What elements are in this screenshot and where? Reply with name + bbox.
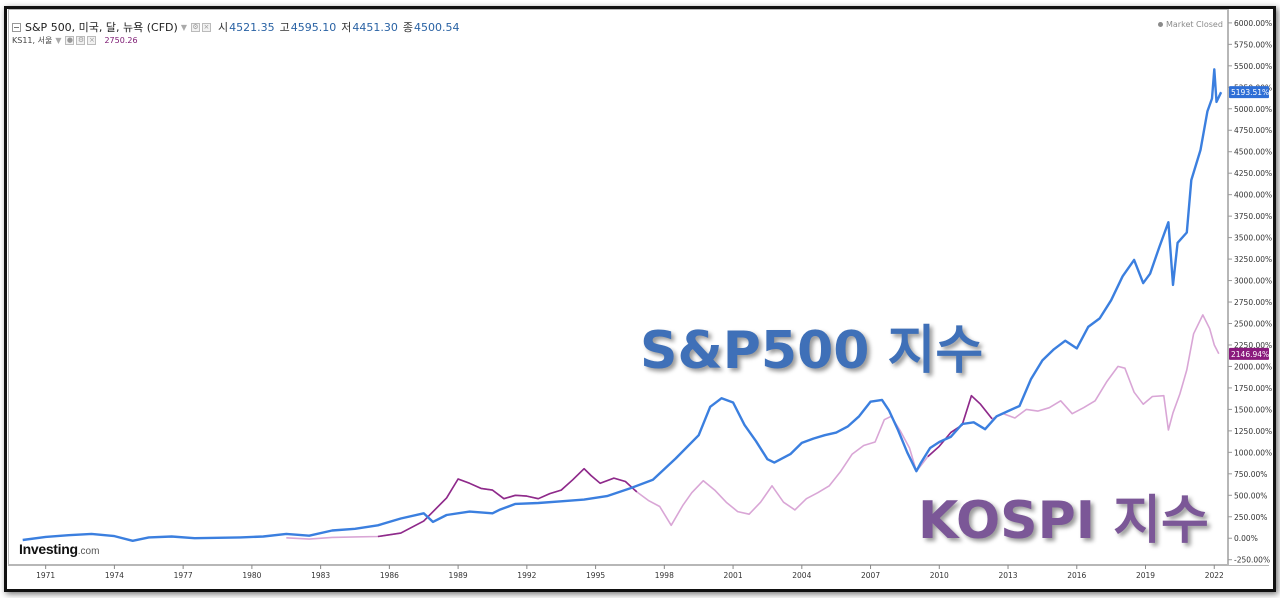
legend-compare: KS11, 서울 ▼ ● ⚙ × 2750.26: [12, 35, 138, 46]
y-tick-label: 3250.00%: [1234, 255, 1272, 264]
x-axis: 1971 1974 1977 1980 1983 1986 1989 1992 1995 1998…: [36, 565, 1224, 580]
sp500-last-value-text: 5193.51%: [1231, 88, 1269, 97]
x-tick-label: 2004: [792, 571, 811, 580]
y-tick-label: 2750.00%: [1234, 298, 1272, 307]
open-value: 4521.35: [229, 20, 275, 34]
high-value: 4595.10: [290, 20, 337, 34]
y-tick-label: 4250.00%: [1234, 169, 1272, 178]
last-value-badges: 5193.51% 2146.94%: [1229, 86, 1269, 360]
y-tick-label: 3750.00%: [1234, 212, 1272, 221]
x-tick-label: 1983: [311, 571, 330, 580]
y-tick-label: 3000.00%: [1234, 277, 1272, 286]
compare-value: 2750.26: [104, 36, 138, 45]
close-label: 종: [402, 21, 413, 34]
y-tick-label: 5000.00%: [1234, 105, 1272, 114]
y-tick-label: 500.00%: [1234, 491, 1267, 500]
x-axis-band: [8, 565, 1269, 582]
settings-icon[interactable]: ⚙: [76, 36, 86, 45]
compare-symbol[interactable]: KS11, 서울: [12, 36, 53, 45]
y-tick-label: 4750.00%: [1234, 126, 1272, 135]
y-tick-label: 1750.00%: [1234, 384, 1272, 393]
x-tick-label: 1980: [242, 571, 261, 580]
y-tick-label: 0.00%: [1234, 534, 1258, 543]
y-tick-label: 2500.00%: [1234, 320, 1272, 329]
y-tick-label: 3500.00%: [1234, 234, 1272, 243]
x-tick-label: 1998: [655, 571, 674, 580]
series-layer: [22, 68, 1223, 542]
low-label: 저: [341, 21, 352, 34]
close-icon[interactable]: ×: [201, 22, 211, 32]
x-tick-label: 2013: [998, 571, 1017, 580]
x-tick-label: 1989: [449, 571, 468, 580]
y-tick-label: 4500.00%: [1234, 148, 1272, 157]
x-tick-label: 2007: [861, 571, 880, 580]
kospi-last-value-badge: [1229, 347, 1269, 360]
x-tick-label: 1992: [517, 571, 536, 580]
x-tick-label: 1977: [174, 571, 193, 580]
market-status-text: Market Closed: [1166, 20, 1223, 29]
y-tick-label: -250.00%: [1234, 556, 1270, 565]
chevron-down-icon[interactable]: ▼: [55, 36, 62, 45]
open-label: 시: [217, 21, 229, 34]
y-tick-label: 1500.00%: [1234, 405, 1272, 414]
status-dot-icon: [1158, 22, 1163, 27]
y-tick-label: 1000.00%: [1234, 448, 1272, 457]
y-tick-label: 250.00%: [1234, 513, 1267, 522]
close-value: 4500.54: [413, 20, 460, 34]
sp500-overlay-label: S&P500 지수: [640, 321, 984, 381]
instrument-name[interactable]: S&P 500, 미국, 달, 뉴욕 (CFD): [25, 21, 178, 34]
kospi-last-value-text: 2146.94%: [1231, 350, 1269, 359]
low-value: 4451.30: [352, 20, 398, 34]
x-tick-label: 1971: [36, 571, 55, 580]
x-tick-label: 2016: [1067, 571, 1086, 580]
y-tick-label: 4000.00%: [1234, 191, 1272, 200]
market-status: Market Closed: [1158, 20, 1223, 29]
y-tick-label: 2250.00%: [1234, 341, 1272, 350]
logo-brand: Investing: [19, 541, 78, 557]
y-axis-separator: [1228, 9, 1229, 565]
x-tick-label: 2019: [1136, 571, 1155, 580]
x-tick-label: 2022: [1205, 571, 1224, 580]
y-axis: 6000.00%5750.00%5500.00%5250.00%5000.00%…: [1228, 19, 1272, 565]
x-tick-label: 2001: [724, 571, 743, 580]
logo-tld: .com: [77, 546, 100, 557]
plot-area[interactable]: [8, 9, 1228, 565]
settings-icon[interactable]: ⚙: [190, 22, 200, 32]
y-tick-label: 5500.00%: [1234, 62, 1272, 71]
legend-main: S&P 500, 미국, 달, 뉴욕 (CFD) ▼ ⚙ × 시 4521.35 …: [12, 19, 459, 35]
x-tick-label: 2010: [930, 571, 949, 580]
x-tick-label: 1986: [380, 571, 399, 580]
eye-icon[interactable]: ●: [65, 36, 75, 45]
y-tick-label: 6000.00%: [1234, 19, 1272, 28]
x-tick-label: 1995: [586, 571, 605, 580]
sp500-last-value-badge: [1229, 86, 1269, 99]
kospi-line-highlight: [377, 467, 638, 538]
x-tick-label: 1974: [105, 571, 124, 580]
y-tick-label: 2000.00%: [1234, 362, 1272, 371]
investing-logo: Investing.com: [19, 541, 99, 559]
high-label: 고: [279, 21, 290, 34]
collapse-icon[interactable]: [12, 22, 21, 32]
sp500-line: [22, 68, 1223, 542]
close-icon[interactable]: ×: [87, 36, 97, 45]
y-tick-label: 1250.00%: [1234, 427, 1272, 436]
chevron-down-icon[interactable]: ▼: [180, 22, 187, 32]
kospi-overlay-label: KOSPI 지수: [918, 491, 1209, 551]
y-tick-label: 750.00%: [1234, 470, 1267, 479]
y-tick-label: 5750.00%: [1234, 40, 1272, 49]
